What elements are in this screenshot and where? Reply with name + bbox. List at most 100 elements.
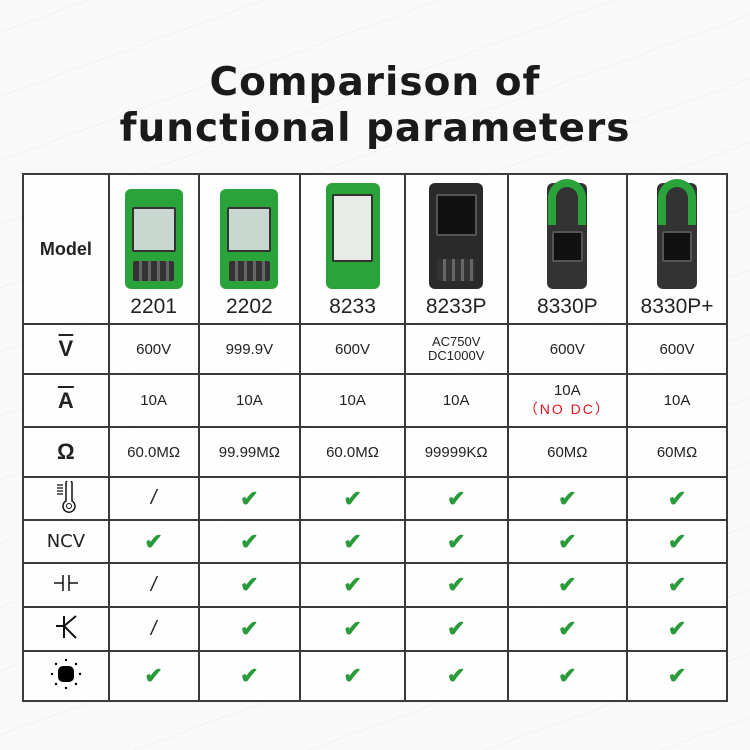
supported-cell: ✔ xyxy=(107,519,200,564)
value-cell: 60.0MΩ xyxy=(107,426,200,478)
flashlight-icon xyxy=(22,650,110,702)
table-row: / ✔ ✔ ✔ ✔ ✔ xyxy=(22,606,728,652)
supported-cell: ✔ xyxy=(197,519,302,564)
value-cell: 10A xyxy=(403,373,509,428)
supported-cell: ✔ xyxy=(626,606,728,652)
comparison-table: Model 2201 2202 8233 8233P 8330P 8330P+ … xyxy=(22,173,728,702)
value-cell: 600V xyxy=(626,323,728,375)
transistor-icon xyxy=(22,606,110,652)
check-icon: ✔ xyxy=(558,572,577,597)
ncv-icon: NCV xyxy=(22,519,110,564)
table-row: ✔ ✔ ✔ ✔ ✔ ✔ xyxy=(22,650,728,702)
value-cell: 600V xyxy=(107,323,200,375)
supported-cell: ✔ xyxy=(506,606,629,652)
value-cell: 60MΩ xyxy=(506,426,629,478)
check-icon: ✔ xyxy=(446,663,466,688)
model-8330p: 8330P xyxy=(506,173,629,325)
value-cell: 600V xyxy=(506,323,629,375)
ac-dc-current-icon: A xyxy=(22,373,110,428)
check-icon: ✔ xyxy=(240,485,259,511)
supported-cell: ✔ xyxy=(506,519,629,564)
model-2202: 2202 xyxy=(197,173,302,325)
model-8233p: 8233P xyxy=(403,173,509,325)
supported-cell: ✔ xyxy=(197,650,302,702)
ac-dc-voltage-icon: V xyxy=(22,323,110,375)
value-cell: 60MΩ xyxy=(626,426,728,478)
value-cell: 10A xyxy=(197,373,302,428)
thermometer-icon xyxy=(22,476,110,521)
supported-cell: ✔ xyxy=(403,606,509,652)
supported-cell: ✔ xyxy=(299,519,406,564)
check-icon: ✔ xyxy=(240,572,259,597)
supported-cell: ✔ xyxy=(403,519,509,564)
value-cell: 600V xyxy=(299,323,406,375)
not-supported: / xyxy=(150,617,157,640)
check-icon: ✔ xyxy=(144,528,163,554)
value-cell: 999.9V xyxy=(197,323,302,375)
check-icon: ✔ xyxy=(446,616,466,641)
value-cell: 10A xyxy=(107,373,200,428)
supported-cell: ✔ xyxy=(403,562,509,608)
value-cell: 99.99MΩ xyxy=(197,426,302,478)
value-cell: AC750V DC1000V xyxy=(403,323,509,375)
capacitor-icon xyxy=(22,562,110,608)
check-icon: ✔ xyxy=(558,663,577,688)
supported-cell: ✔ xyxy=(299,606,406,652)
check-icon: ✔ xyxy=(558,616,577,641)
supported-cell: ✔ xyxy=(197,562,302,608)
check-icon: ✔ xyxy=(343,485,362,511)
supported-cell: ✔ xyxy=(626,650,728,702)
check-icon: ✔ xyxy=(343,572,362,597)
model-8233: 8233 xyxy=(299,173,406,325)
value-cell: 10A （NO DC） xyxy=(506,373,629,428)
value-cell: 10A xyxy=(626,373,728,428)
not-supported: / xyxy=(150,487,157,509)
value-cell: 10A xyxy=(299,373,406,428)
supported-cell: ✔ xyxy=(299,476,406,521)
page-title: Comparison of functional parameters xyxy=(119,60,631,151)
check-icon: ✔ xyxy=(667,663,687,688)
check-icon: ✔ xyxy=(667,528,687,554)
table-row: / ✔ ✔ ✔ ✔ ✔ xyxy=(22,476,728,521)
unsupported-cell: / xyxy=(107,476,200,521)
check-icon: ✔ xyxy=(667,485,687,511)
supported-cell: ✔ xyxy=(197,476,302,521)
header-row: Model 2201 2202 8233 8233P 8330P 8330P+ xyxy=(22,173,728,325)
supported-cell: ✔ xyxy=(107,650,200,702)
check-icon: ✔ xyxy=(446,485,466,511)
ohm-icon: Ω xyxy=(22,426,110,478)
check-icon: ✔ xyxy=(446,572,466,597)
unsupported-cell: / xyxy=(107,562,200,608)
table-row: NCV ✔ ✔ ✔ ✔ ✔ ✔ xyxy=(22,519,728,564)
supported-cell: ✔ xyxy=(506,650,629,702)
table-row: / ✔ ✔ ✔ ✔ ✔ xyxy=(22,562,728,608)
table-row: A 10A 10A 10A 10A 10A （NO DC） 10A xyxy=(22,373,728,428)
check-icon: ✔ xyxy=(558,528,577,554)
check-icon: ✔ xyxy=(240,663,259,688)
table-row: Ω 60.0MΩ 99.99MΩ 60.0MΩ 99999KΩ 60MΩ 60MΩ xyxy=(22,426,728,478)
model-label: Model xyxy=(22,173,110,325)
no-dc-note: （NO DC） xyxy=(523,401,611,417)
supported-cell: ✔ xyxy=(626,562,728,608)
supported-cell: ✔ xyxy=(506,476,629,521)
model-8330p-plus: 8330P+ xyxy=(626,173,728,325)
supported-cell: ✔ xyxy=(626,519,728,564)
check-icon: ✔ xyxy=(667,572,687,597)
supported-cell: ✔ xyxy=(506,562,629,608)
check-icon: ✔ xyxy=(240,528,259,554)
supported-cell: ✔ xyxy=(403,650,509,702)
check-icon: ✔ xyxy=(343,616,362,641)
check-icon: ✔ xyxy=(144,663,163,688)
value-cell: 99999KΩ xyxy=(403,426,509,478)
model-2201: 2201 xyxy=(107,173,200,325)
check-icon: ✔ xyxy=(343,663,362,688)
supported-cell: ✔ xyxy=(299,562,406,608)
table-row: V 600V 999.9V 600V AC750V DC1000V 600V 600V xyxy=(22,323,728,375)
unsupported-cell: / xyxy=(107,606,200,652)
value-cell: 60.0MΩ xyxy=(299,426,406,478)
supported-cell: ✔ xyxy=(626,476,728,521)
check-icon: ✔ xyxy=(446,528,466,554)
supported-cell: ✔ xyxy=(299,650,406,702)
check-icon: ✔ xyxy=(558,485,577,511)
check-icon: ✔ xyxy=(343,528,362,554)
